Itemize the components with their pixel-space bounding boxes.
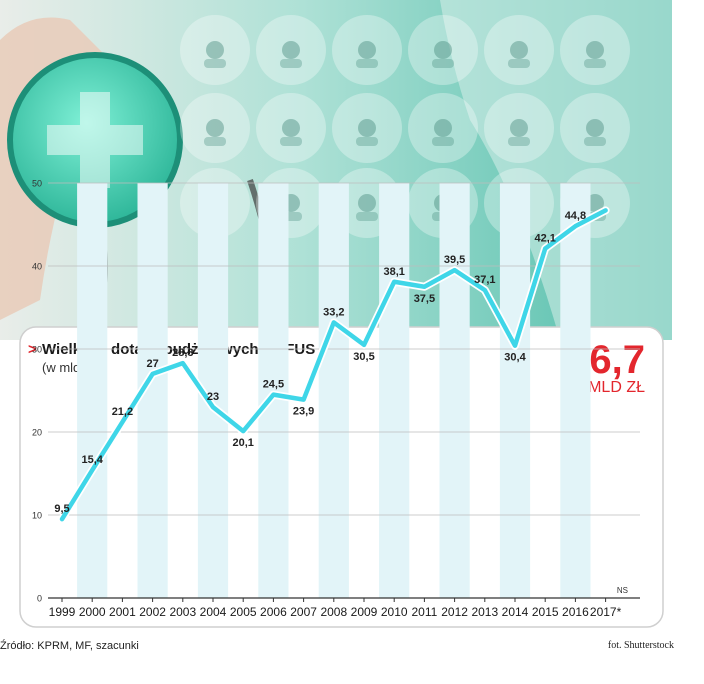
background-photo — [0, 0, 672, 345]
data-label: 9,5 — [54, 503, 69, 515]
x-tick-label: 2015 — [532, 605, 559, 619]
title-marker: > — [28, 341, 37, 358]
data-label: 44,8 — [565, 210, 586, 222]
y-tick-labels: 0 10 20 30 40 50 — [32, 179, 42, 604]
x-tick-label: 2017* — [590, 605, 622, 619]
doctor-icon — [560, 15, 630, 85]
column-stripe — [379, 183, 410, 598]
column-stripe — [499, 183, 531, 598]
column-stripe — [258, 183, 289, 598]
data-label: 30,4 — [504, 352, 526, 364]
virus-icon — [180, 15, 250, 85]
y-tick-label: 40 — [32, 262, 42, 272]
eye-icon — [408, 15, 478, 85]
data-label: 28,3 — [172, 347, 193, 359]
column-stripes — [77, 183, 591, 598]
highlight-unit: MLD ZŁ — [588, 379, 645, 396]
y-tick-label: 0 — [37, 594, 42, 604]
x-tick-label: 2010 — [381, 605, 408, 619]
column-stripe — [318, 183, 349, 598]
plot-area: 0 10 20 30 40 50 1999 2000 2001 2002 2003 2004 2005… — [32, 179, 640, 619]
data-label: 37,5 — [414, 293, 435, 305]
column-stripe — [439, 183, 470, 598]
kidney-icon — [484, 15, 554, 85]
data-label: 27 — [146, 358, 158, 370]
series-line-group — [58, 206, 610, 524]
data-label: 39,5 — [444, 254, 465, 266]
data-label: 21,2 — [112, 406, 133, 418]
x-tick-label: 2005 — [230, 605, 257, 619]
x-tick-label: 2002 — [139, 605, 166, 619]
x-tick-label: 2007 — [290, 605, 317, 619]
source-note: Źródło: KPRM, MF, szacunki — [0, 640, 139, 652]
data-label: 37,1 — [474, 274, 495, 286]
x-tick-label: 2008 — [320, 605, 347, 619]
x-tick-label: 2004 — [200, 605, 227, 619]
lungs-icon — [256, 15, 326, 85]
data-label: 24,5 — [263, 379, 284, 391]
series-line — [59, 208, 608, 522]
chart-title: Wielkość dotacji budżetowych do FUS — [42, 341, 315, 358]
photo-credit: fot. Shutterstock — [607, 640, 674, 651]
x-tick-label: 2003 — [169, 605, 196, 619]
data-label: 15,4 — [81, 454, 103, 466]
organ-icon — [332, 15, 402, 85]
pill-icon — [180, 93, 250, 163]
test-tubes-icon — [560, 93, 630, 163]
y-tick-label: 30 — [32, 345, 42, 355]
coat-shape — [440, 0, 672, 340]
x-tick-label: 2000 — [79, 605, 106, 619]
x-tick-label: 2014 — [502, 605, 529, 619]
ns-annotation: NS — [617, 586, 628, 595]
y-tick-label: 20 — [32, 428, 42, 438]
column-stripe — [560, 183, 591, 598]
data-label: 23,9 — [293, 406, 314, 418]
heart-monitor-icon — [256, 93, 326, 163]
x-tick-label: 2013 — [471, 605, 498, 619]
x-tick-label: 2012 — [441, 605, 468, 619]
x-tick-label: 2011 — [411, 605, 437, 619]
medical-cross-symbol — [47, 92, 143, 188]
x-tick-label: 1999 — [49, 605, 76, 619]
x-tick-labels: 1999 2000 2001 2002 2003 2004 2005 2006 2007 2008… — [49, 598, 622, 619]
data-label: 23 — [207, 391, 219, 403]
data-label: 30,5 — [353, 351, 374, 363]
data-label: 33,2 — [323, 306, 344, 318]
data-label: 38,1 — [383, 266, 404, 278]
clipboard-icon — [408, 93, 478, 163]
data-labels: 9,5 15,4 21,2 27 28,3 23 20,1 24,5 23,9 33,2 30,5 3… — [54, 210, 586, 515]
x-tick-label: 2009 — [351, 605, 378, 619]
x-tick-label: 2001 — [109, 605, 136, 619]
column-stripe — [77, 183, 108, 598]
data-label: 42,1 — [534, 233, 555, 245]
gridlines — [48, 182, 640, 599]
heart-icon — [484, 93, 554, 163]
y-tick-label: 50 — [32, 179, 42, 189]
x-tick-label: 2016 — [562, 605, 589, 619]
y-tick-label: 10 — [32, 511, 42, 521]
data-label: 20,1 — [232, 437, 253, 449]
iv-drip-icon — [332, 93, 402, 163]
x-tick-label: 2006 — [260, 605, 287, 619]
